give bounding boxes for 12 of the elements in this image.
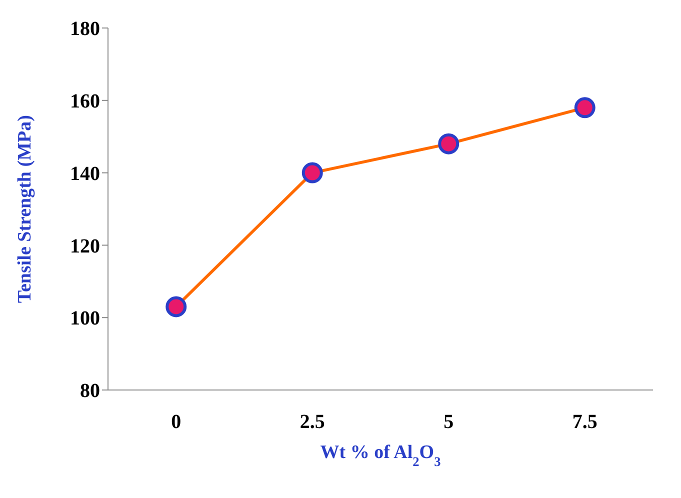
y-tick-label: 80 xyxy=(80,380,100,402)
y-axis-title: Tensile Strength (MPa) xyxy=(14,115,36,303)
x-tick-label: 0 xyxy=(171,411,182,434)
x-axis-title: Wt % of Al$_{2}$O$_{3}$ xyxy=(320,442,442,468)
x-tick-label: 2.5 xyxy=(300,411,325,434)
y-tick-label: 180 xyxy=(70,18,100,40)
y-tick-label: 120 xyxy=(70,235,100,258)
y-tick-label: 160 xyxy=(70,90,100,112)
x-tick-label: 7.5 xyxy=(572,411,598,434)
y-tick-label: 100 xyxy=(70,308,100,330)
y-tick-label: 140 xyxy=(70,162,100,185)
x-tick-label: 5 xyxy=(444,411,454,434)
